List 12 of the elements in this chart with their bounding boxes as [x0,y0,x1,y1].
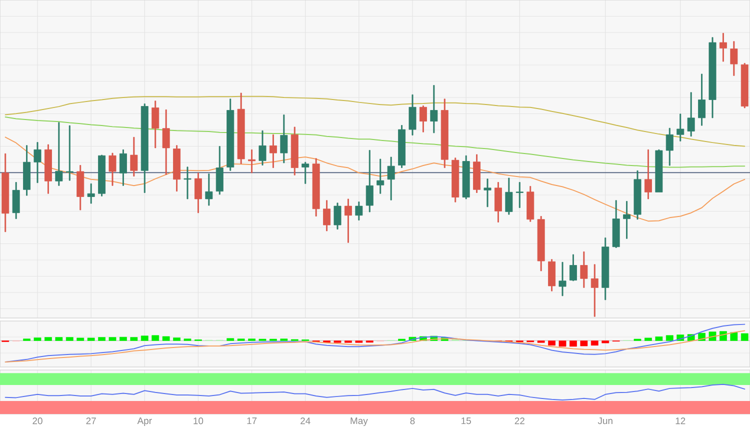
x-tick-label: 27 [86,418,96,424]
x-tick-label: 12 [676,418,686,424]
x-tick-label: Apr [137,418,152,426]
x-tick-label: 24 [300,418,310,424]
x-tick-label: 17 [247,418,257,424]
x-tick-label: 20 [32,418,42,424]
x-tick-label: 15 [462,418,471,424]
x-tick-label: Jun [598,418,612,424]
x-tick-label: 22 [514,418,524,424]
x-tick-label: 8 [410,418,415,424]
x-tick-label: May [350,418,368,426]
x-tick-label: 10 [194,418,204,424]
